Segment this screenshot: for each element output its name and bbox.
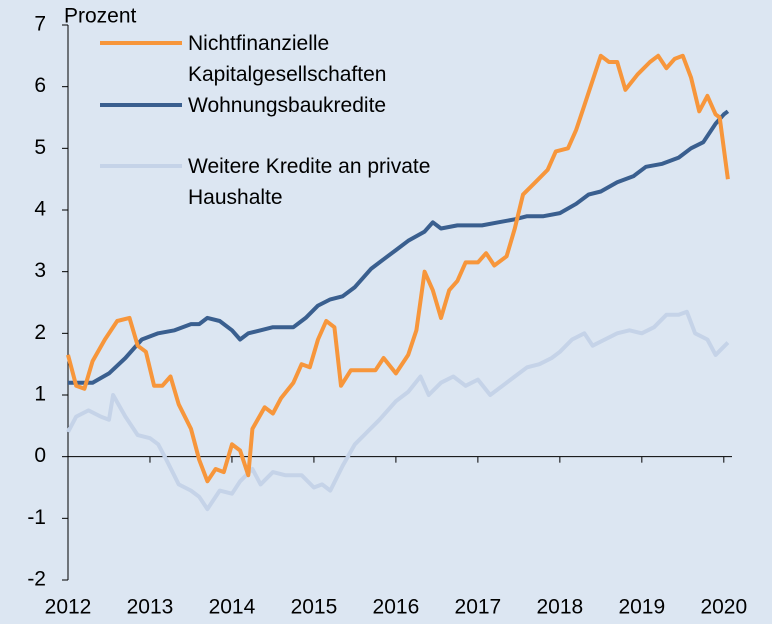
series-line [66, 309, 730, 512]
legend-swatch [100, 103, 182, 107]
y-tick-label: 1 [34, 383, 46, 406]
x-tick-label: 2013 [127, 596, 174, 619]
legend-entry: Nichtfinanzielle Kapitalgesellschaften [100, 28, 458, 90]
x-tick-label: 2014 [209, 596, 256, 619]
y-tick-label: 0 [34, 444, 46, 467]
x-tick-label: 2020 [700, 596, 747, 619]
x-tick-label: 2017 [455, 596, 502, 619]
y-tick-label: -2 [27, 568, 46, 591]
legend-swatch [100, 164, 182, 168]
y-tick-label: 3 [34, 259, 46, 282]
legend: Nichtfinanzielle Kapitalgesellschaften Wo… [100, 28, 458, 213]
series-line [66, 53, 730, 484]
y-tick-label: 2 [34, 321, 46, 344]
y-axis-label: Prozent [64, 5, 137, 28]
x-tick-label: 2015 [291, 596, 338, 619]
x-tick-label: 2016 [373, 596, 420, 619]
legend-entry: Weitere Kredite an private Haushalte [100, 151, 458, 213]
y-tick-label: 4 [34, 198, 46, 221]
series-line [68, 109, 730, 385]
legend-swatch [100, 41, 182, 45]
x-tick-label: 2019 [618, 596, 665, 619]
y-tick-label: 7 [34, 13, 46, 36]
x-tick-label: 2012 [45, 596, 92, 619]
legend-entry: Wohnungsbaukredite [100, 90, 458, 121]
y-tick-label: 5 [34, 136, 46, 159]
legend-label: Nichtfinanzielle Kapitalgesellschaften [188, 32, 387, 86]
y-tick-label: -1 [27, 506, 46, 529]
legend-label: Wohnungsbaukredite [188, 94, 387, 117]
y-tick-label: 6 [34, 74, 46, 97]
legend-label: Weitere Kredite an private Haushalte [188, 155, 431, 209]
x-tick-label: 2018 [536, 596, 583, 619]
